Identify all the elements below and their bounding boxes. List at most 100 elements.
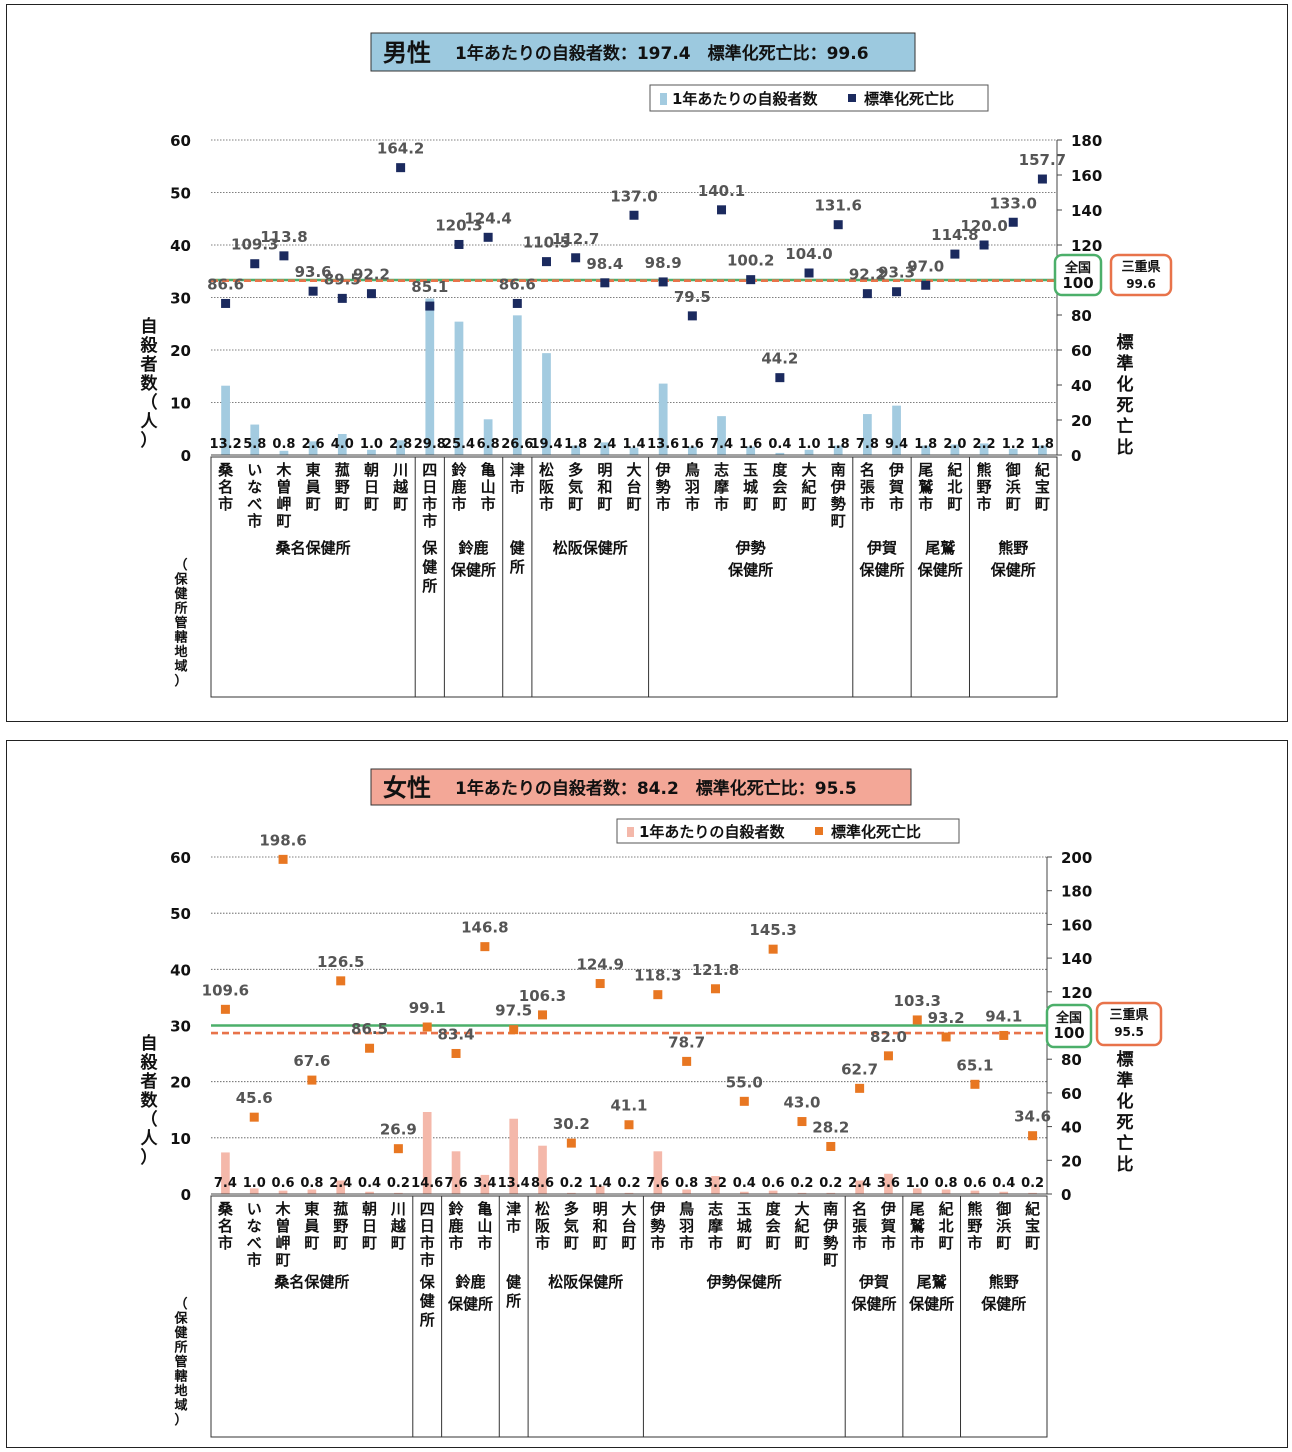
group-label: 健所 [506, 1273, 521, 1310]
category-label: 菰野町 [335, 461, 350, 513]
category-label-char: 町 [737, 1234, 752, 1252]
category-label-char: 志 [708, 1200, 723, 1218]
legend-box [649, 84, 989, 112]
category-label: 津市 [506, 1200, 521, 1235]
smr-value-label: 34.6 [1014, 1108, 1051, 1126]
smr-value-label: 30.2 [553, 1115, 590, 1133]
bar [629, 447, 639, 455]
category-label-char: 鹿 [451, 478, 466, 496]
bar [768, 1190, 778, 1194]
category-label-char: 町 [362, 1234, 377, 1252]
category-label-char: 名 [218, 478, 233, 496]
y-right-label-char: 死 [1117, 1113, 1134, 1133]
group-label-line: 保健所 [727, 561, 773, 579]
bar [921, 445, 931, 455]
smr-value-label: 86.5 [351, 1020, 388, 1038]
category-label: 名張市 [852, 1200, 868, 1252]
group-label-line: 保健所 [980, 1295, 1026, 1313]
national-value: 100 [1062, 274, 1093, 292]
category-label-char: 越 [390, 1217, 407, 1235]
smr-point [629, 210, 639, 220]
bar [912, 1188, 922, 1194]
category-label: 伊勢市 [649, 1200, 665, 1252]
bar-value-label: 1.0 [360, 437, 383, 452]
bar-value-label: 0.6 [762, 1176, 785, 1191]
category-label-char: 勢 [650, 1217, 665, 1235]
bar-value-label: 0.4 [768, 437, 791, 452]
category-label: 志摩市 [708, 1200, 724, 1252]
y-right-tick: 180 [1071, 132, 1102, 150]
smr-point [509, 1025, 519, 1035]
category-label-char: 川 [390, 1200, 406, 1218]
bar [826, 1192, 836, 1194]
smr-value-label: 98.9 [645, 254, 682, 272]
category-label-char: 町 [597, 495, 612, 513]
bar-value-label: 7.6 [646, 1176, 669, 1191]
smr-point [710, 984, 720, 994]
y-left-label-char: 自 [141, 1033, 158, 1054]
category-label-char: 羽 [685, 478, 700, 496]
bar-value-label: 26.6 [501, 437, 533, 452]
category-label-char: 山 [477, 1217, 492, 1235]
smr-value-label: 137.0 [610, 187, 657, 205]
category-label-char: 町 [996, 1234, 1011, 1252]
category-label-char: 阪 [539, 478, 555, 496]
category-label-char: 摩 [708, 1217, 724, 1235]
bar-value-label: 19.4 [530, 437, 562, 452]
smr-point [950, 249, 960, 259]
smr-point [999, 1030, 1009, 1040]
bar-value-label: 0.8 [300, 1176, 323, 1191]
bar-value-label: 0.2 [560, 1176, 583, 1191]
group-label-line: 保健所 [917, 561, 963, 579]
category-label-char: 桑 [218, 461, 234, 479]
y-right-tick: 200 [1061, 849, 1092, 867]
category-label-char: 曽 [276, 1217, 291, 1235]
category-label-char: 市 [420, 1251, 435, 1269]
smr-point [279, 251, 289, 261]
category-label-char: 日 [422, 478, 437, 496]
category-label-char: 桑 [218, 1200, 234, 1218]
y-right-label-char: 化 [1117, 374, 1134, 395]
chart-svg: 男性 1年あたりの自殺者数：197.4 標準化死亡比：99.6 1年あたりの自殺者数… [140, 32, 1173, 698]
smr-point [278, 854, 288, 864]
category-label-char: 山 [481, 478, 496, 496]
bar [278, 1190, 288, 1194]
category-label-char: 市 [481, 495, 496, 513]
region-axis-label-char: 轄 [174, 630, 187, 646]
y-right-label-char: 亡 [1117, 416, 1134, 437]
category-label-char: 鷲 [918, 478, 933, 496]
y-right-label-char: 死 [1117, 396, 1134, 416]
legend-point-label: 標準化死亡比 [831, 823, 921, 841]
bar [480, 1174, 490, 1194]
y-left-label-char: 殺 [140, 335, 159, 356]
smr-value-label: 118.3 [634, 967, 681, 985]
bar [512, 315, 522, 455]
category-label-char: 朝 [362, 1200, 377, 1218]
category-label: 朝日町 [362, 1200, 377, 1252]
smr-value-label: 140.1 [698, 182, 745, 200]
bar-value-label: 3.6 [877, 1176, 900, 1191]
smr-point [250, 259, 260, 269]
category-label-char: 町 [276, 512, 291, 530]
category-label-char: 町 [823, 1251, 838, 1269]
smr-value-label: 103.3 [894, 992, 941, 1010]
bar [892, 405, 901, 455]
y-left-tick: 60 [170, 132, 191, 150]
category-label-char: 市 [679, 1234, 694, 1252]
category-label: 松阪市 [539, 461, 555, 513]
category-label-char: 和 [597, 478, 612, 496]
group-label: 伊勢保健所 [706, 1273, 782, 1291]
smr-value-label: 113.8 [260, 228, 307, 246]
category-label-char: 多 [568, 461, 583, 479]
y-right-label-char: 準 [1117, 353, 1134, 374]
y-right-label: 標準化死亡比 [1117, 332, 1134, 458]
smr-value-label: 198.6 [259, 831, 306, 849]
bar-value-label: 7.6 [445, 1176, 468, 1191]
category-label-char: 名 [218, 1217, 233, 1235]
y-right-label: 標準化死亡比 [1117, 1049, 1134, 1175]
smr-point [307, 1075, 317, 1085]
category-label-char: 町 [393, 495, 408, 513]
category-label-char: 尾 [918, 461, 933, 479]
